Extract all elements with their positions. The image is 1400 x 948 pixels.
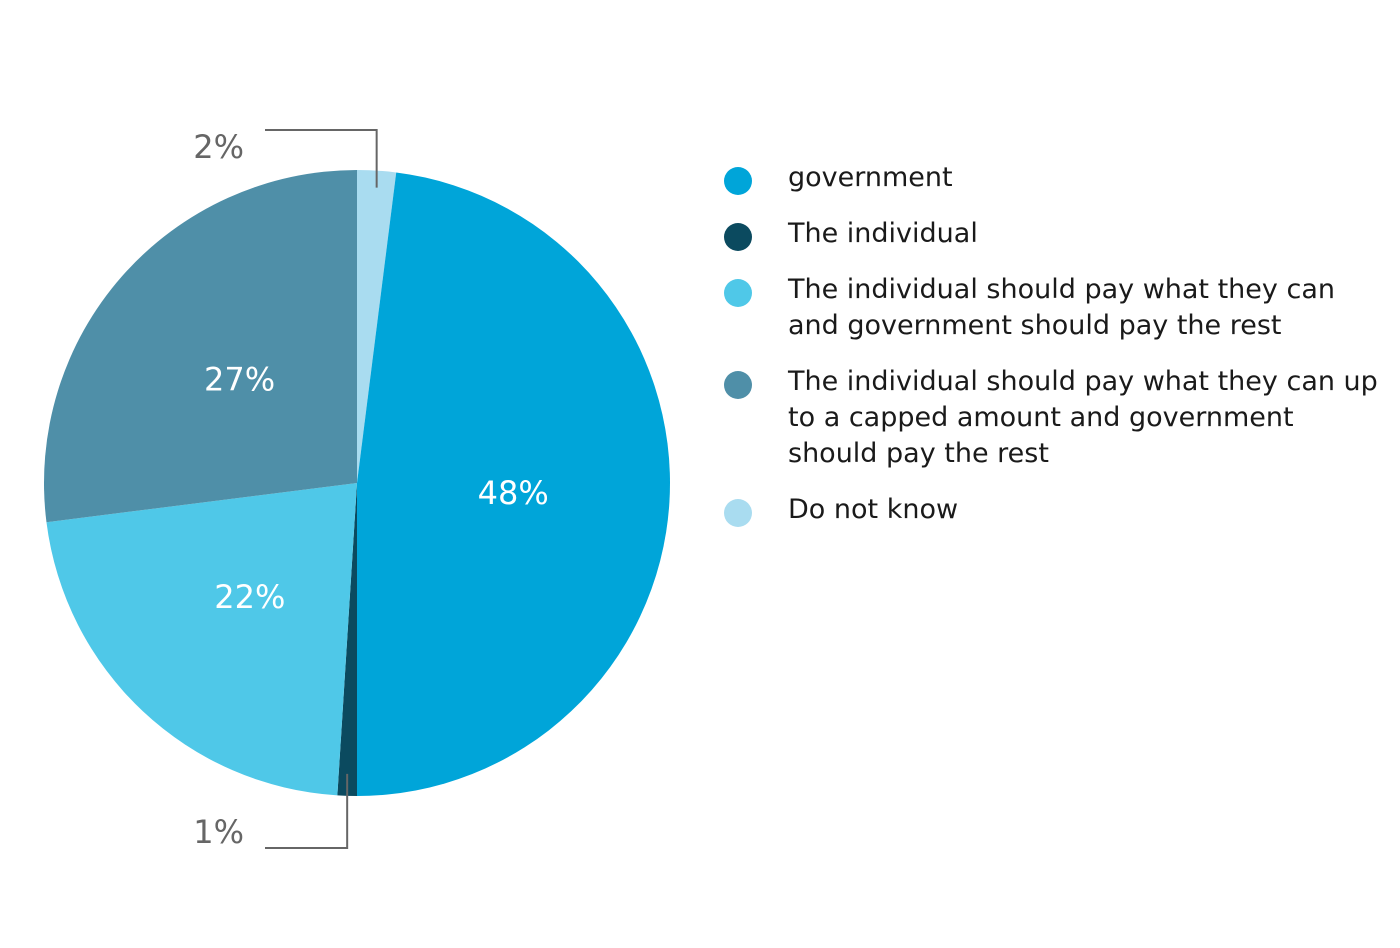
- value-label-the-individual-should-pay-what-they-can-: 22%: [214, 578, 285, 616]
- pie-slice-the-individual: [337, 483, 357, 796]
- legend-label: government: [788, 162, 953, 193]
- pie-chart: 2% 48% 1% 22% 27%: [43, 128, 670, 851]
- legend-label: Do not know: [788, 494, 959, 525]
- pie-slice-government: [357, 172, 670, 797]
- value-label-do-not-know: 2%: [193, 128, 244, 166]
- pie-slice-the-individual-should-pay-what-they-can-: [46, 483, 357, 796]
- legend-item-the-individual-should-pay-what-they-can-: The individual should pay what they can …: [722, 364, 1382, 472]
- legend-swatch-icon: [724, 499, 752, 527]
- legend-swatch-icon: [724, 279, 752, 307]
- value-label-the-individual: 1%: [193, 813, 244, 851]
- value-label-the-individual-should-pay-what-they-can-: 27%: [204, 361, 275, 399]
- legend-swatch-icon: [724, 167, 752, 195]
- legend-label: The individual should pay what they can …: [788, 366, 1378, 469]
- legend-item-the-individual-should-pay-what-they-can-: The individual should pay what they can …: [722, 272, 1382, 344]
- legend-label: The individual should pay what they can …: [788, 274, 1335, 341]
- leader-lines: [265, 129, 378, 849]
- legend-item-the-individual: The individual: [722, 216, 1382, 252]
- legend-item-do-not-know: Do not know: [722, 492, 1382, 528]
- legend-item-government: government: [722, 160, 1382, 196]
- legend-swatch-icon: [724, 223, 752, 251]
- leader-line-do-not-know: [265, 129, 378, 188]
- pie-slice-do-not-know: [357, 170, 397, 483]
- legend-label: The individual: [788, 218, 978, 249]
- value-label-government: 48%: [478, 474, 549, 512]
- pie-slice-the-individual-should-pay-what-they-can-: [43, 169, 357, 523]
- pie-slices: [43, 169, 670, 797]
- legend: government The individual The individual s…: [722, 160, 1382, 548]
- leader-line-the-individual: [265, 773, 349, 849]
- legend-swatch-icon: [724, 371, 752, 399]
- value-labels: 2% 48% 1% 22% 27%: [193, 128, 549, 851]
